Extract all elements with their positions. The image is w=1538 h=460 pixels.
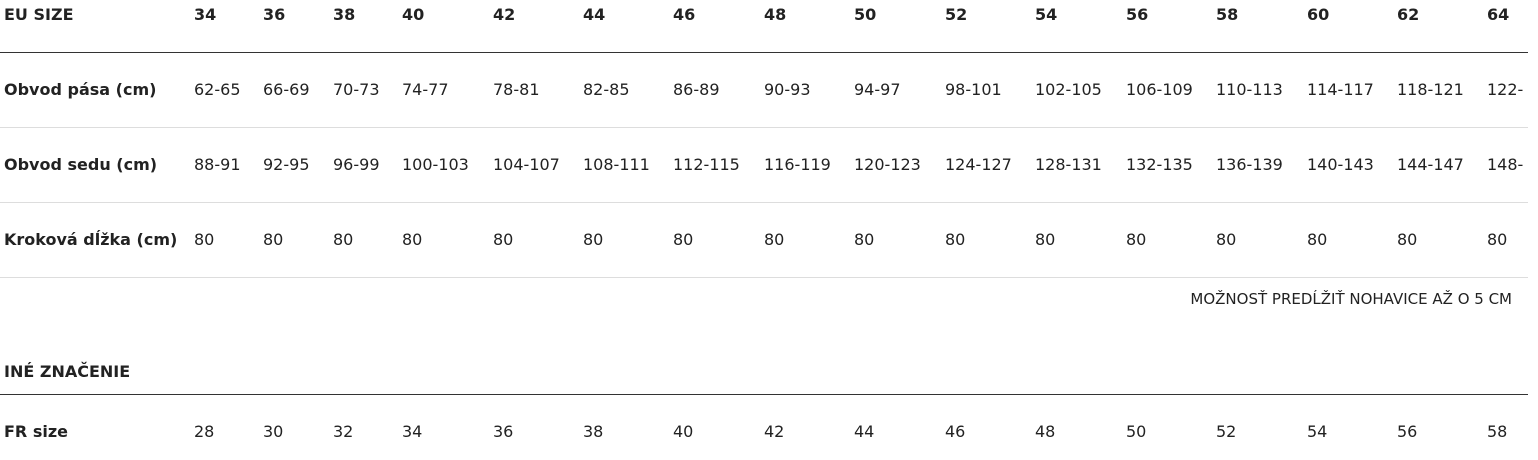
cell: 98-101 (945, 80, 1002, 99)
cell: 30 (263, 422, 284, 441)
cell: 80 (194, 230, 215, 249)
cell: 40 (673, 422, 694, 441)
cell: 144-147 (1397, 155, 1464, 174)
size-header: 36 (263, 5, 286, 24)
cell: 46 (945, 422, 966, 441)
cell: 80 (333, 230, 354, 249)
cell: 80 (1126, 230, 1147, 249)
section-title: INÉ ZNAČENIE (4, 362, 131, 381)
cell: 94-97 (854, 80, 901, 99)
row-header: EU SIZE (4, 5, 74, 24)
cell: 104-107 (493, 155, 560, 174)
cell: 70-73 (333, 80, 380, 99)
cell: 118-121 (1397, 80, 1464, 99)
size-header: 40 (402, 5, 425, 24)
cell: 32 (333, 422, 354, 441)
cell: 120-123 (854, 155, 921, 174)
cell: 148- (1487, 155, 1524, 174)
cell: 44 (854, 422, 875, 441)
row-divider (0, 202, 1528, 203)
cell: 90-93 (764, 80, 811, 99)
cell: 80 (945, 230, 966, 249)
cell: 100-103 (402, 155, 469, 174)
cell: 102-105 (1035, 80, 1102, 99)
note: MOŽNOSŤ PREDĹŽIŤ NOHAVICE AŽ O 5 CM (1190, 290, 1512, 308)
cell: 78-81 (493, 80, 540, 99)
size-header: 64 (1487, 5, 1510, 24)
cell: 112-115 (673, 155, 740, 174)
cell: 80 (1216, 230, 1237, 249)
size-header: 38 (333, 5, 356, 24)
cell: 140-143 (1307, 155, 1374, 174)
cell: 36 (493, 422, 514, 441)
cell: 80 (1397, 230, 1418, 249)
size-header: 56 (1126, 5, 1149, 24)
row-label: Obvod sedu (cm) (4, 155, 158, 174)
header-rule (0, 52, 1528, 53)
cell: 80 (583, 230, 604, 249)
cell: 80 (854, 230, 875, 249)
cell: 128-131 (1035, 155, 1102, 174)
cell: 82-85 (583, 80, 630, 99)
size-header: 58 (1216, 5, 1239, 24)
cell: 88-91 (194, 155, 241, 174)
row-label: Obvod pása (cm) (4, 80, 157, 99)
cell: 106-109 (1126, 80, 1193, 99)
size-header: 54 (1035, 5, 1058, 24)
size-header: 52 (945, 5, 968, 24)
row-label: FR size (4, 422, 68, 441)
cell: 66-69 (263, 80, 310, 99)
size-header: 60 (1307, 5, 1330, 24)
size-header: 44 (583, 5, 606, 24)
row-label: Kroková dĺžka (cm) (4, 230, 178, 249)
cell: 136-139 (1216, 155, 1283, 174)
cell: 124-127 (945, 155, 1012, 174)
row-divider (0, 127, 1528, 128)
cell: 80 (493, 230, 514, 249)
cell: 80 (1487, 230, 1508, 249)
cell: 50 (1126, 422, 1147, 441)
cell: 74-77 (402, 80, 449, 99)
cell: 122- (1487, 80, 1524, 99)
cell: 92-95 (263, 155, 310, 174)
row-divider (0, 277, 1528, 278)
cell: 110-113 (1216, 80, 1283, 99)
cell: 114-117 (1307, 80, 1374, 99)
cell: 132-135 (1126, 155, 1193, 174)
cell: 48 (1035, 422, 1056, 441)
size-header: 34 (194, 5, 217, 24)
cell: 56 (1397, 422, 1418, 441)
cell: 80 (1307, 230, 1328, 249)
size-header: 62 (1397, 5, 1420, 24)
cell: 42 (764, 422, 785, 441)
cell: 108-111 (583, 155, 650, 174)
cell: 80 (764, 230, 785, 249)
cell: 86-89 (673, 80, 720, 99)
section-rule (0, 394, 1528, 395)
cell: 80 (263, 230, 284, 249)
size-header: 42 (493, 5, 516, 24)
cell: 80 (402, 230, 423, 249)
cell: 52 (1216, 422, 1237, 441)
cell: 34 (402, 422, 423, 441)
cell: 54 (1307, 422, 1328, 441)
size-header: 50 (854, 5, 877, 24)
cell: 96-99 (333, 155, 380, 174)
cell: 80 (673, 230, 694, 249)
cell: 58 (1487, 422, 1508, 441)
cell: 28 (194, 422, 215, 441)
size-header: 48 (764, 5, 787, 24)
cell: 80 (1035, 230, 1056, 249)
cell: 38 (583, 422, 604, 441)
cell: 116-119 (764, 155, 831, 174)
size-header: 46 (673, 5, 696, 24)
cell: 62-65 (194, 80, 241, 99)
